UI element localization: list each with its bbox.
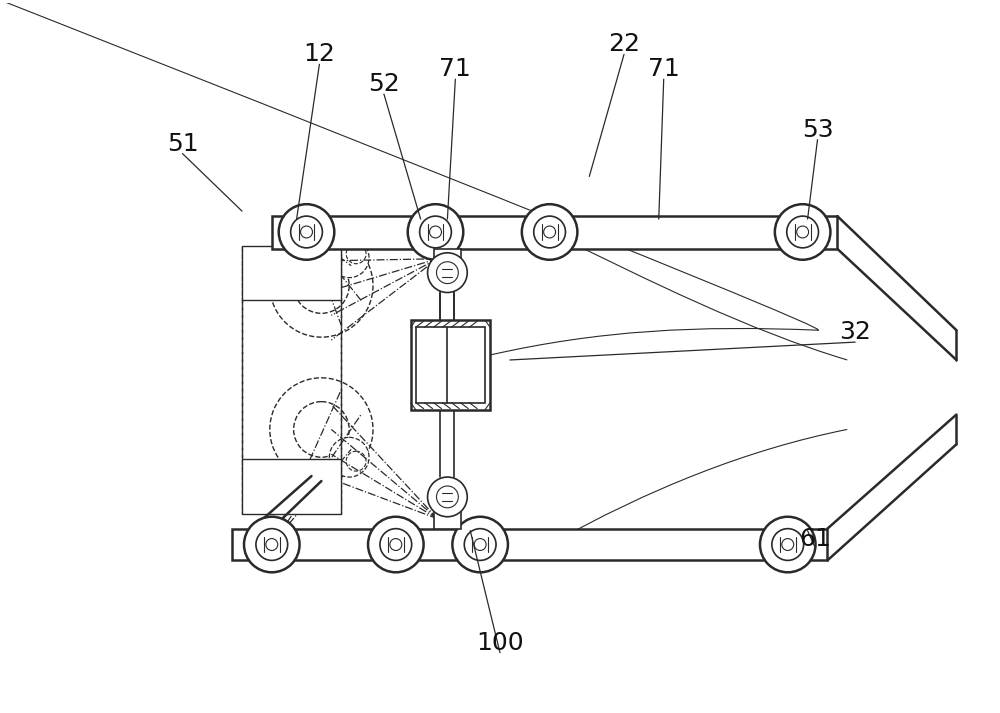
Text: 12: 12 — [303, 42, 335, 66]
Circle shape — [797, 226, 809, 238]
Circle shape — [464, 528, 496, 560]
Text: 71: 71 — [439, 57, 471, 81]
Bar — [416, 327, 485, 403]
Circle shape — [782, 538, 794, 550]
Text: 61: 61 — [800, 527, 831, 550]
Circle shape — [436, 262, 458, 284]
Circle shape — [301, 226, 312, 238]
Circle shape — [266, 538, 278, 550]
Bar — [232, 528, 827, 560]
Circle shape — [522, 204, 577, 260]
Circle shape — [279, 204, 334, 260]
Circle shape — [787, 216, 818, 248]
Circle shape — [775, 204, 830, 260]
Bar — [434, 511, 461, 528]
Circle shape — [380, 528, 412, 560]
Circle shape — [420, 216, 451, 248]
Circle shape — [436, 486, 458, 508]
Circle shape — [428, 477, 467, 517]
Circle shape — [390, 538, 402, 550]
Text: 32: 32 — [839, 320, 871, 344]
Text: 51: 51 — [167, 132, 198, 155]
Circle shape — [452, 517, 508, 573]
Circle shape — [244, 517, 300, 573]
Circle shape — [368, 517, 424, 573]
Text: 22: 22 — [608, 33, 640, 56]
Circle shape — [346, 244, 366, 264]
Circle shape — [534, 216, 565, 248]
Circle shape — [430, 226, 441, 238]
Circle shape — [294, 258, 349, 313]
Circle shape — [329, 238, 369, 277]
Bar — [272, 216, 837, 249]
Circle shape — [772, 528, 804, 560]
Circle shape — [346, 451, 366, 471]
Circle shape — [294, 401, 349, 457]
Text: 100: 100 — [476, 631, 524, 655]
Circle shape — [291, 216, 322, 248]
Circle shape — [474, 538, 486, 550]
Text: 71: 71 — [648, 57, 680, 81]
Circle shape — [270, 234, 373, 337]
Circle shape — [408, 204, 463, 260]
Text: 52: 52 — [368, 72, 400, 96]
Text: 53: 53 — [802, 118, 833, 142]
Circle shape — [270, 378, 373, 481]
Bar — [434, 249, 461, 267]
Bar — [411, 320, 490, 409]
Bar — [242, 459, 341, 514]
Circle shape — [329, 437, 369, 477]
Circle shape — [544, 226, 556, 238]
Circle shape — [256, 528, 288, 560]
Circle shape — [760, 517, 816, 573]
Bar — [242, 246, 341, 300]
Circle shape — [428, 253, 467, 292]
